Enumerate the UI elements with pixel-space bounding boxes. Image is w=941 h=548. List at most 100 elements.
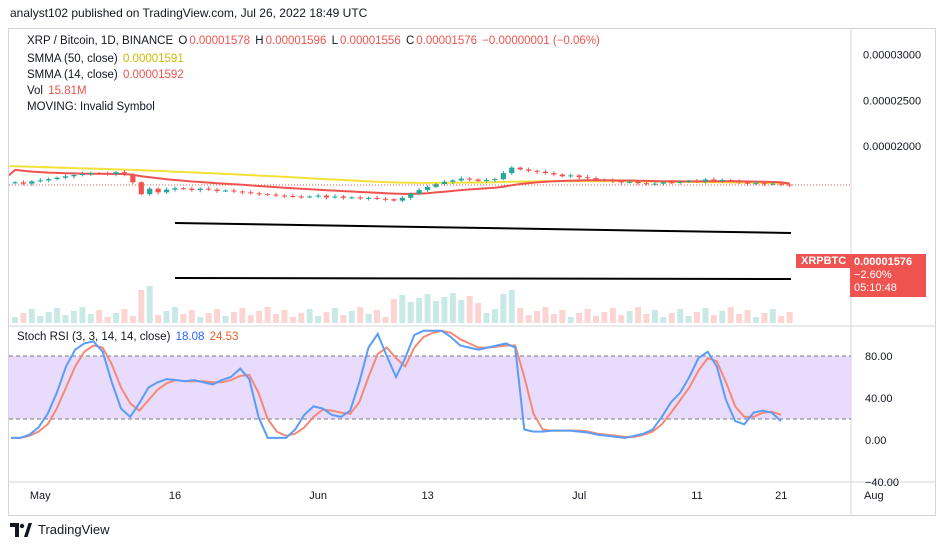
volume-bar (323, 312, 330, 323)
volume-bar (146, 286, 153, 323)
candle-body (147, 188, 153, 195)
chart-frame[interactable]: 0.00003000 0.00002500 0.00002000 80.00 40.00… (8, 28, 936, 516)
volume-bar (357, 307, 364, 323)
candle-body (307, 196, 313, 198)
volume-bar (559, 310, 566, 323)
volume-bar (778, 316, 785, 323)
change-value: −0.00000001 (−0.06%) (482, 35, 600, 47)
price-tag-change: −2.60% (854, 269, 892, 281)
volume-bar (20, 313, 27, 323)
volume-bar (374, 310, 381, 323)
volume-bar (281, 310, 288, 323)
stoch-tick-label: 40.00 (865, 393, 893, 405)
volume-bar (331, 308, 338, 323)
candle-body (197, 188, 203, 191)
candle-body (702, 179, 709, 182)
volume-bar (365, 314, 372, 323)
legend-vol: Vol 15.81M (27, 85, 89, 97)
volume-bar (433, 301, 439, 323)
publisher-header: analyst102 published on TradingView.com,… (10, 6, 368, 20)
candle-body (736, 181, 742, 183)
volume-bar (214, 309, 221, 323)
volume-bar (37, 316, 44, 323)
candle-body (290, 196, 296, 198)
legend-smma50: SMMA (50, close) 0.00001591 (27, 53, 186, 65)
candle-body (37, 180, 43, 182)
candle-body (366, 197, 372, 199)
volume-bar (155, 315, 162, 323)
candle-body (643, 183, 650, 185)
volume-bar (736, 314, 743, 323)
legend-moving: MOVING: Invalid Symbol (27, 101, 157, 113)
candle-body (719, 179, 725, 181)
volume-bar (222, 316, 229, 323)
candle-body (374, 197, 380, 199)
stoch-tick-label: 80.00 (865, 351, 893, 363)
candle-body (340, 196, 346, 198)
time-tick-label: 16 (169, 490, 181, 502)
h-value: 0.00001596 (265, 35, 327, 47)
volume-bar (752, 317, 759, 323)
volume-bar (163, 311, 170, 323)
volume-bar (171, 307, 178, 323)
axes: 0.00003000 0.00002500 0.00002000 80.00 40.00… (30, 50, 921, 503)
volume-bar (382, 317, 389, 323)
volume-bar (54, 308, 61, 323)
volume-bar (256, 311, 263, 323)
support-trend-line (174, 277, 792, 280)
volume-bar (28, 309, 35, 323)
candle-body (584, 177, 591, 179)
volume-bar (188, 310, 195, 323)
candle-body (96, 173, 102, 175)
candle-body (475, 179, 481, 181)
tradingview-logo-icon (10, 522, 32, 537)
volume-bar (618, 315, 625, 323)
volume-bar (197, 317, 204, 323)
vol-value: 15.81M (48, 85, 87, 97)
volume-bar (205, 313, 212, 323)
volume-bar (230, 312, 237, 323)
volume-bar (475, 303, 482, 323)
volume-bar (601, 312, 608, 323)
candle-body (770, 183, 776, 185)
candle-body (281, 195, 288, 197)
price-tag-price: 0.00001576 (854, 256, 913, 268)
candle-body (349, 197, 355, 199)
volume-bar (500, 294, 507, 323)
candle-body (686, 180, 692, 182)
candle-body (332, 196, 338, 198)
volume-bar (399, 295, 406, 323)
volume-bar (348, 311, 355, 323)
smma-lines (8, 165, 790, 195)
candle-body (206, 188, 212, 190)
candle-body (180, 188, 186, 190)
candle-body (239, 191, 245, 193)
candle-body (517, 167, 523, 170)
candle-body (526, 169, 532, 171)
volume-bar (113, 313, 120, 323)
candle-body (618, 181, 624, 183)
candle-body (424, 186, 431, 191)
candle-body (551, 173, 557, 175)
volume-bar (576, 313, 583, 323)
volume-bar (727, 307, 734, 323)
volume-bar (458, 300, 465, 323)
stoch-lines (11, 329, 782, 439)
candle-body (399, 197, 405, 201)
vol-label: Vol (27, 85, 43, 97)
chart-canvas[interactable]: 0.00003000 0.00002500 0.00002000 80.00 40.00… (8, 29, 935, 515)
volume-bar (247, 315, 254, 323)
candle-body (391, 199, 397, 201)
volume-bar (239, 308, 246, 323)
price-tag-countdown: 05:10:48 (854, 282, 897, 294)
price-tick-label: 0.00003000 (863, 50, 921, 62)
time-tick-label: May (30, 490, 51, 502)
volume-bar (769, 309, 776, 323)
volume-bar (491, 309, 498, 323)
candle-body (542, 171, 549, 174)
candle-body (214, 189, 220, 191)
volume-bar (592, 316, 599, 323)
volume-bar (104, 317, 111, 323)
candle-body (593, 178, 599, 180)
volume-bar (651, 310, 658, 323)
